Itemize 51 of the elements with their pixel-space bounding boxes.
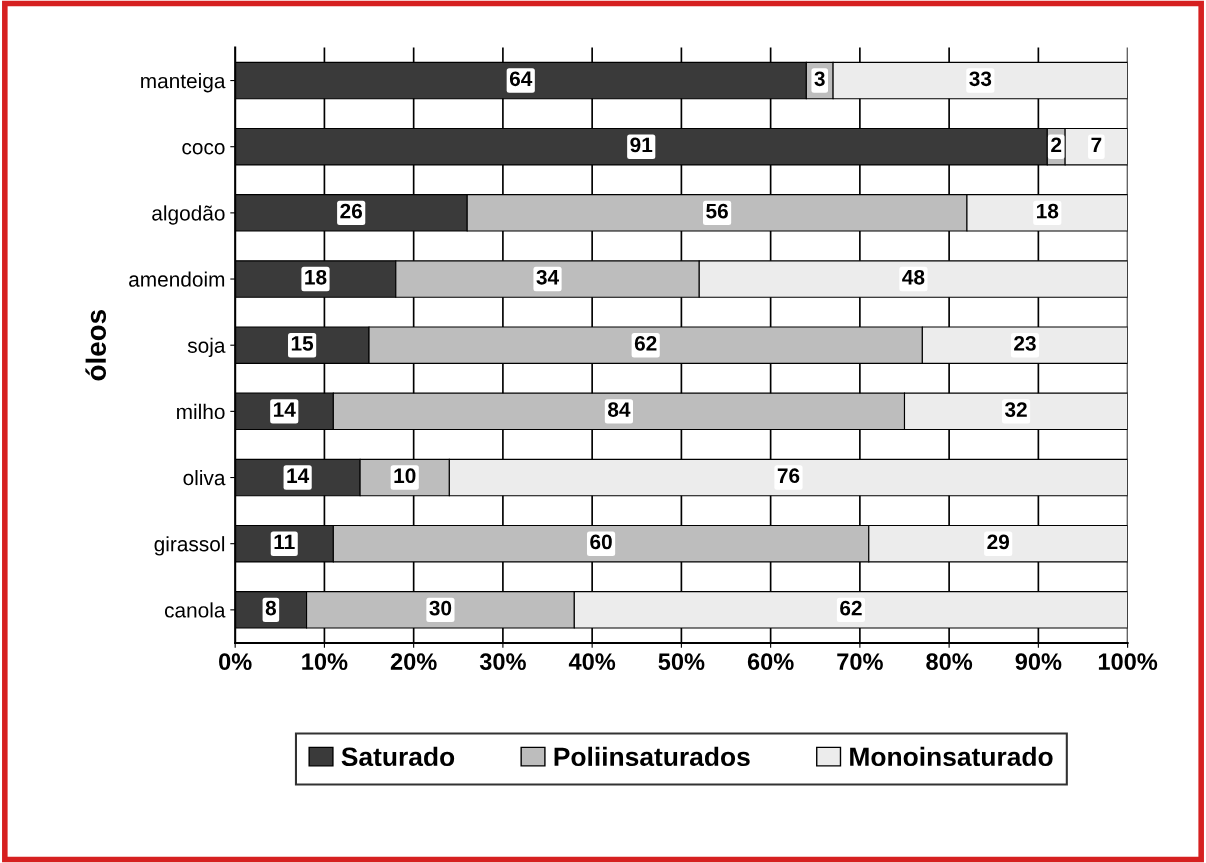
x-tick-label: 10% — [302, 653, 348, 670]
y-tick-label: soja — [187, 337, 226, 358]
annotation: 84 — [607, 402, 631, 417]
x-tick-label: 50% — [658, 653, 705, 670]
legend-label: Saturado — [341, 746, 455, 767]
data-label: 23 — [1014, 336, 1036, 351]
data-label: 18 — [305, 269, 327, 285]
y-tick-label: coco — [182, 143, 225, 155]
data-label: 3 — [814, 71, 825, 87]
y-tick-label: manteiga — [141, 73, 226, 93]
data-label: 62 — [634, 336, 657, 351]
data-label: 30 — [429, 600, 452, 616]
data-label: 14 — [287, 468, 310, 483]
y-tick-label: oliva — [183, 469, 226, 486]
data-label: 11 — [274, 534, 295, 550]
y-axis-title: óleos — [85, 310, 107, 381]
y-tick-label: girassol — [154, 536, 225, 556]
annotation: 32 — [1004, 402, 1027, 417]
data-label: 56 — [706, 203, 728, 219]
data-label: 33 — [969, 71, 992, 87]
data-label: 64 — [509, 71, 533, 87]
data-label: 15 — [291, 336, 314, 351]
x-tick-label: 60% — [747, 653, 794, 670]
y-tick-label: amendoim — [129, 271, 225, 287]
data-label: 8 — [265, 600, 277, 616]
data-label: 26 — [340, 203, 363, 219]
x-tick-label: 30% — [479, 653, 526, 671]
x-tick-label: 0% — [219, 653, 252, 670]
x-tick-label: 20% — [390, 653, 437, 670]
annotation: 14 — [273, 402, 296, 417]
data-label: 48 — [902, 269, 925, 285]
x-tick-label: 100% — [1098, 653, 1158, 670]
x-tick-label: 80% — [926, 653, 973, 670]
data-label: 18 — [1037, 203, 1059, 219]
data-label: 34 — [536, 269, 559, 285]
data-label: 2 — [1051, 137, 1062, 153]
y-tick-label: algodão — [152, 205, 225, 225]
data-label: 29 — [987, 534, 1010, 550]
y-tick-label: milho — [177, 403, 225, 420]
data-label: 7 — [1091, 137, 1102, 153]
data-label: 91 — [630, 137, 653, 153]
legend-label: Poliinsaturados — [554, 746, 750, 767]
y-tick-label: canola — [164, 602, 226, 618]
legend-label: Monoinsaturado — [850, 746, 1053, 767]
x-tick-label: 40% — [568, 653, 616, 670]
data-label: 76 — [777, 468, 800, 484]
data-label: 10 — [394, 468, 416, 484]
x-tick-label: 70% — [837, 653, 883, 670]
x-tick-label: 90% — [1015, 653, 1062, 670]
data-label: 60 — [590, 534, 612, 550]
data-label: 62 — [840, 600, 862, 616]
